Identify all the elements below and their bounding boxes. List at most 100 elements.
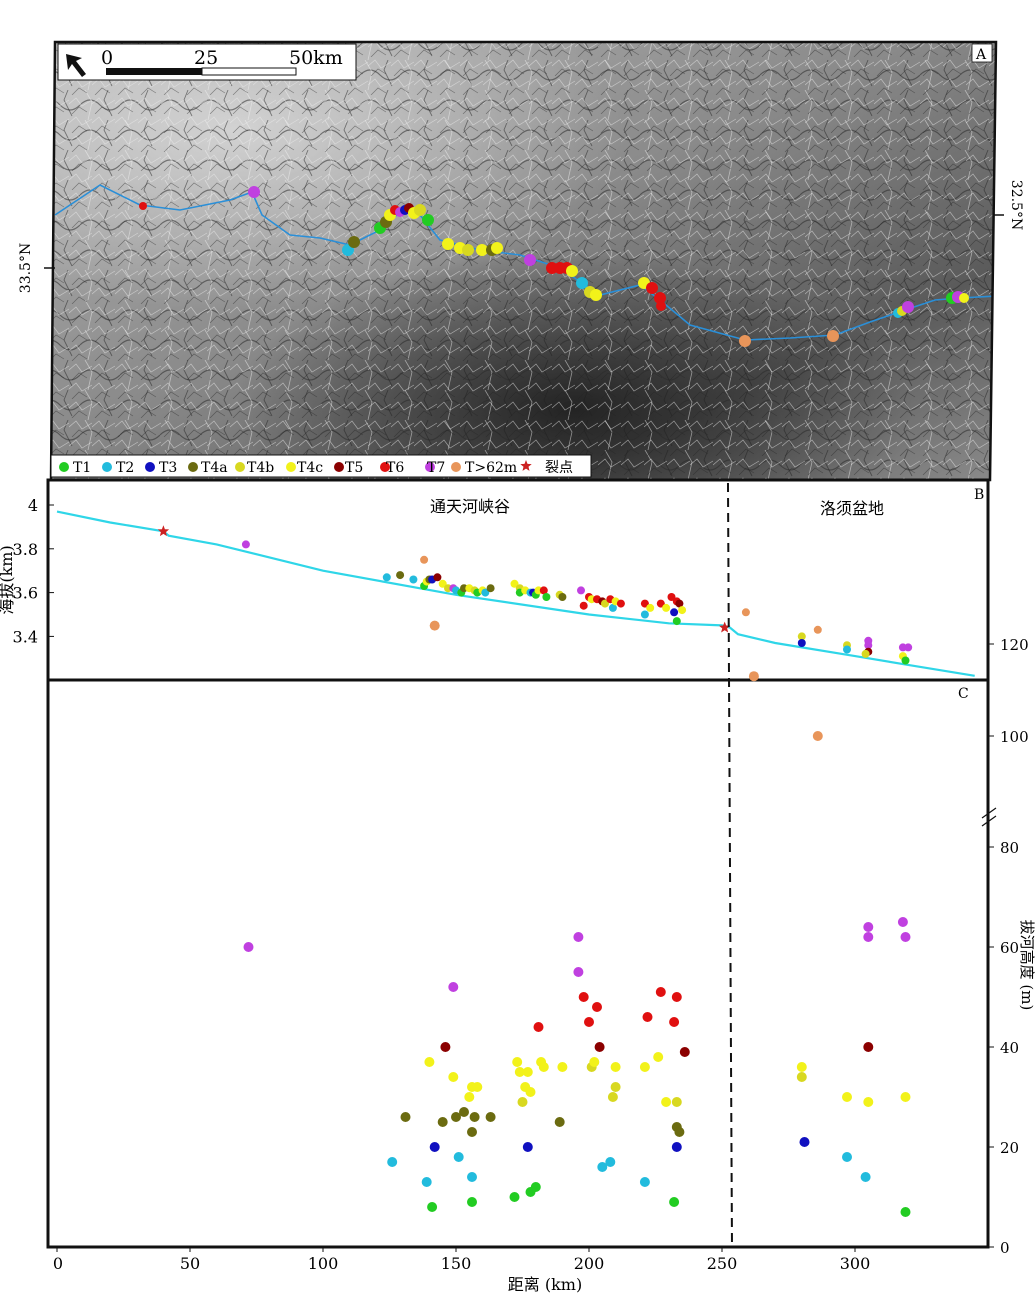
height-point-t4c xyxy=(424,1057,435,1067)
scalebar-tick-0: 0 xyxy=(101,47,113,69)
profile-point-t2 xyxy=(843,645,851,654)
legend-label-t62: T>62m xyxy=(465,460,517,476)
map-site-30 xyxy=(654,292,666,304)
legend-label-t6: T6 xyxy=(386,460,404,476)
profile-point-t4c xyxy=(646,603,655,612)
height-point-t4c xyxy=(661,1097,672,1107)
legend-label-t2: T2 xyxy=(116,460,134,476)
height-point-t7 xyxy=(863,932,874,942)
profile-point-t4c xyxy=(678,606,687,615)
height-point-t4a xyxy=(400,1112,411,1122)
height-point-t4c xyxy=(653,1052,664,1062)
legend-label-t5: T5 xyxy=(345,460,363,476)
map-site-33 xyxy=(827,330,839,342)
map-site-19 xyxy=(491,242,503,254)
height-point-t2 xyxy=(860,1172,871,1182)
profile-point-t6 xyxy=(616,599,625,608)
profile-y-ticks: 3.4 3.6 3.8 4 xyxy=(13,496,54,646)
map-site-12 xyxy=(414,204,426,216)
height-point-t2 xyxy=(842,1152,852,1162)
height-point-t4c xyxy=(464,1092,475,1102)
lat-label-right: 32.5°N xyxy=(1008,180,1024,230)
height-point-t6 xyxy=(655,987,666,997)
north-arrow-icon xyxy=(66,54,86,77)
height-point-t7 xyxy=(573,932,584,942)
profile-point-t5 xyxy=(675,599,684,608)
height-point-t7 xyxy=(448,982,459,992)
profile-point-t2 xyxy=(640,610,649,619)
height-point-t4c xyxy=(512,1057,523,1067)
height-point-t6 xyxy=(533,1022,544,1032)
map-site-31 xyxy=(656,301,666,311)
profile-point-t4c xyxy=(510,579,519,588)
profile-point-t6 xyxy=(656,599,665,608)
map-site-13 xyxy=(422,214,434,226)
height-point-t7 xyxy=(900,932,911,942)
height-point-t4c xyxy=(863,1097,874,1107)
legend-label-kp: 裂点 xyxy=(545,460,573,476)
profile-y-tick-label: 3.4 xyxy=(13,627,38,646)
x-tick-label: 0 xyxy=(53,1254,63,1273)
height-point-t1 xyxy=(900,1207,911,1217)
height-point-t5 xyxy=(594,1042,605,1052)
height-point-t4c xyxy=(610,1062,621,1072)
map-site-1 xyxy=(139,202,147,210)
height-point-t4b xyxy=(607,1092,618,1102)
profile-point-t3 xyxy=(670,608,679,617)
height-point-t4a xyxy=(451,1112,461,1122)
height-point-t4a xyxy=(469,1112,480,1122)
height-point-t4a xyxy=(437,1117,448,1127)
profile-point-t4b xyxy=(797,632,806,641)
legend-marker-t6 xyxy=(380,462,390,472)
region-label-basin: 洛须盆地 xyxy=(820,499,884,518)
height-point-t4b xyxy=(796,1072,807,1082)
panel-label-c: C xyxy=(958,686,969,702)
profile-point-t4a xyxy=(396,571,405,580)
height-point-t4c xyxy=(525,1087,536,1097)
legend-marker-t4b xyxy=(235,462,245,472)
profile-point-t7 xyxy=(864,641,873,650)
height-point-t5 xyxy=(679,1047,690,1057)
height-point-t7 xyxy=(897,917,908,927)
legend-label-t4a: T4a xyxy=(201,460,228,476)
legend-label-t1: T1 xyxy=(73,460,91,476)
height-point-t4c xyxy=(557,1062,568,1072)
height-point-t4c xyxy=(796,1062,807,1072)
x-tick-label: 50 xyxy=(180,1254,200,1273)
height-point-t1 xyxy=(509,1192,520,1202)
height-point-t2 xyxy=(639,1177,650,1187)
legend-marker-t2 xyxy=(102,462,112,472)
legend-marker-t5 xyxy=(334,462,344,472)
height-point-t4a xyxy=(485,1112,496,1122)
profile-point-t4c xyxy=(662,603,671,612)
profile-point-t7 xyxy=(241,540,250,549)
height-point-t4a xyxy=(467,1127,477,1137)
height-point-t62 xyxy=(429,620,440,631)
profile-point-t2 xyxy=(409,575,418,584)
profile-point-t1 xyxy=(542,593,551,601)
height-point-t7 xyxy=(243,942,254,952)
legend-marker-t1 xyxy=(59,462,69,472)
height-point-t2 xyxy=(387,1157,398,1167)
height-point-t3 xyxy=(522,1142,533,1152)
height-point-t3 xyxy=(429,1142,440,1152)
profile-y-tick-label: 3.6 xyxy=(13,584,38,603)
map-site-20 xyxy=(524,254,536,266)
region-boundary-line xyxy=(726,482,733,1246)
x-tick-label: 300 xyxy=(840,1254,871,1273)
profile-point-t5 xyxy=(433,573,442,582)
profile-point-t4b xyxy=(601,599,609,608)
height-point-t62 xyxy=(748,671,759,682)
profile-point-t6 xyxy=(667,593,676,601)
panel-label-b: B xyxy=(974,487,984,503)
height-y-tick-label: 40 xyxy=(1000,1039,1019,1057)
height-y-tick-label: 0 xyxy=(1000,1239,1010,1257)
height-point-t1 xyxy=(467,1197,477,1207)
profile-point-t4a xyxy=(558,593,567,601)
profile-point-t6 xyxy=(640,599,649,608)
height-point-t4b xyxy=(610,1082,621,1092)
height-point-t5 xyxy=(440,1042,451,1052)
height-point-t6 xyxy=(669,1017,680,1027)
map-site-3 xyxy=(348,236,360,248)
